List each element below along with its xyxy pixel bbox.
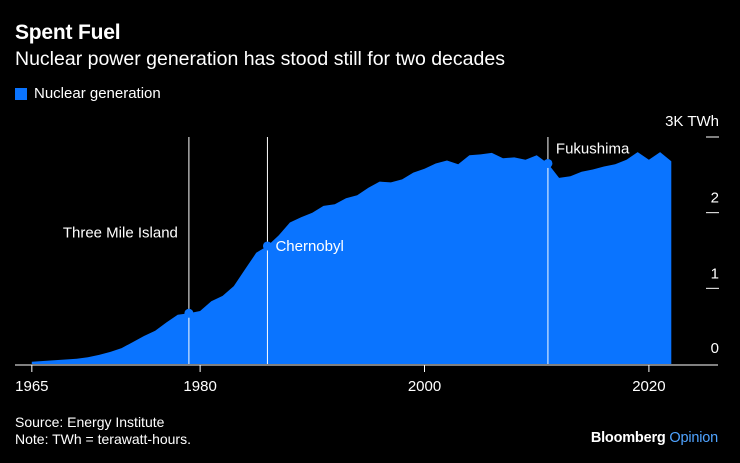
x-tick-label: 1965 [15,378,48,395]
y-tick-label: 2 [711,190,719,207]
definition-note: Note: TWh = terawatt-hours. [15,431,191,447]
event-label: Chernobyl [275,238,343,255]
chart-subtitle: Nuclear power generation has stood still… [15,48,505,70]
legend: Nuclear generation [15,85,161,102]
brand-suffix: Opinion [669,430,718,446]
area-series-nuclear-generation [31,152,672,364]
brand-name: Bloomberg [590,430,666,446]
source-note: Source: Energy Institute [15,414,165,430]
brand-logo: Bloomberg Opinion [591,430,718,446]
footer: Source: Energy Institute Note: TWh = ter… [15,414,191,448]
legend-swatch [15,87,27,100]
y-tick-label: 1 [711,265,719,282]
event-marker [543,158,553,168]
x-tick-label: 2000 [408,378,441,395]
x-tick-label: 1980 [183,378,216,395]
y-tick-label: 0 [711,340,719,357]
x-tick-label: 2020 [632,378,665,395]
event-marker [262,241,272,251]
chart-title: Spent Fuel [15,21,121,44]
y-tick-label: 3K TWh [665,113,719,130]
event-label: Fukushima [556,140,630,157]
event-label: Three Mile Island [63,224,178,241]
event-marker [184,308,194,318]
legend-label: Nuclear generation [34,85,161,102]
